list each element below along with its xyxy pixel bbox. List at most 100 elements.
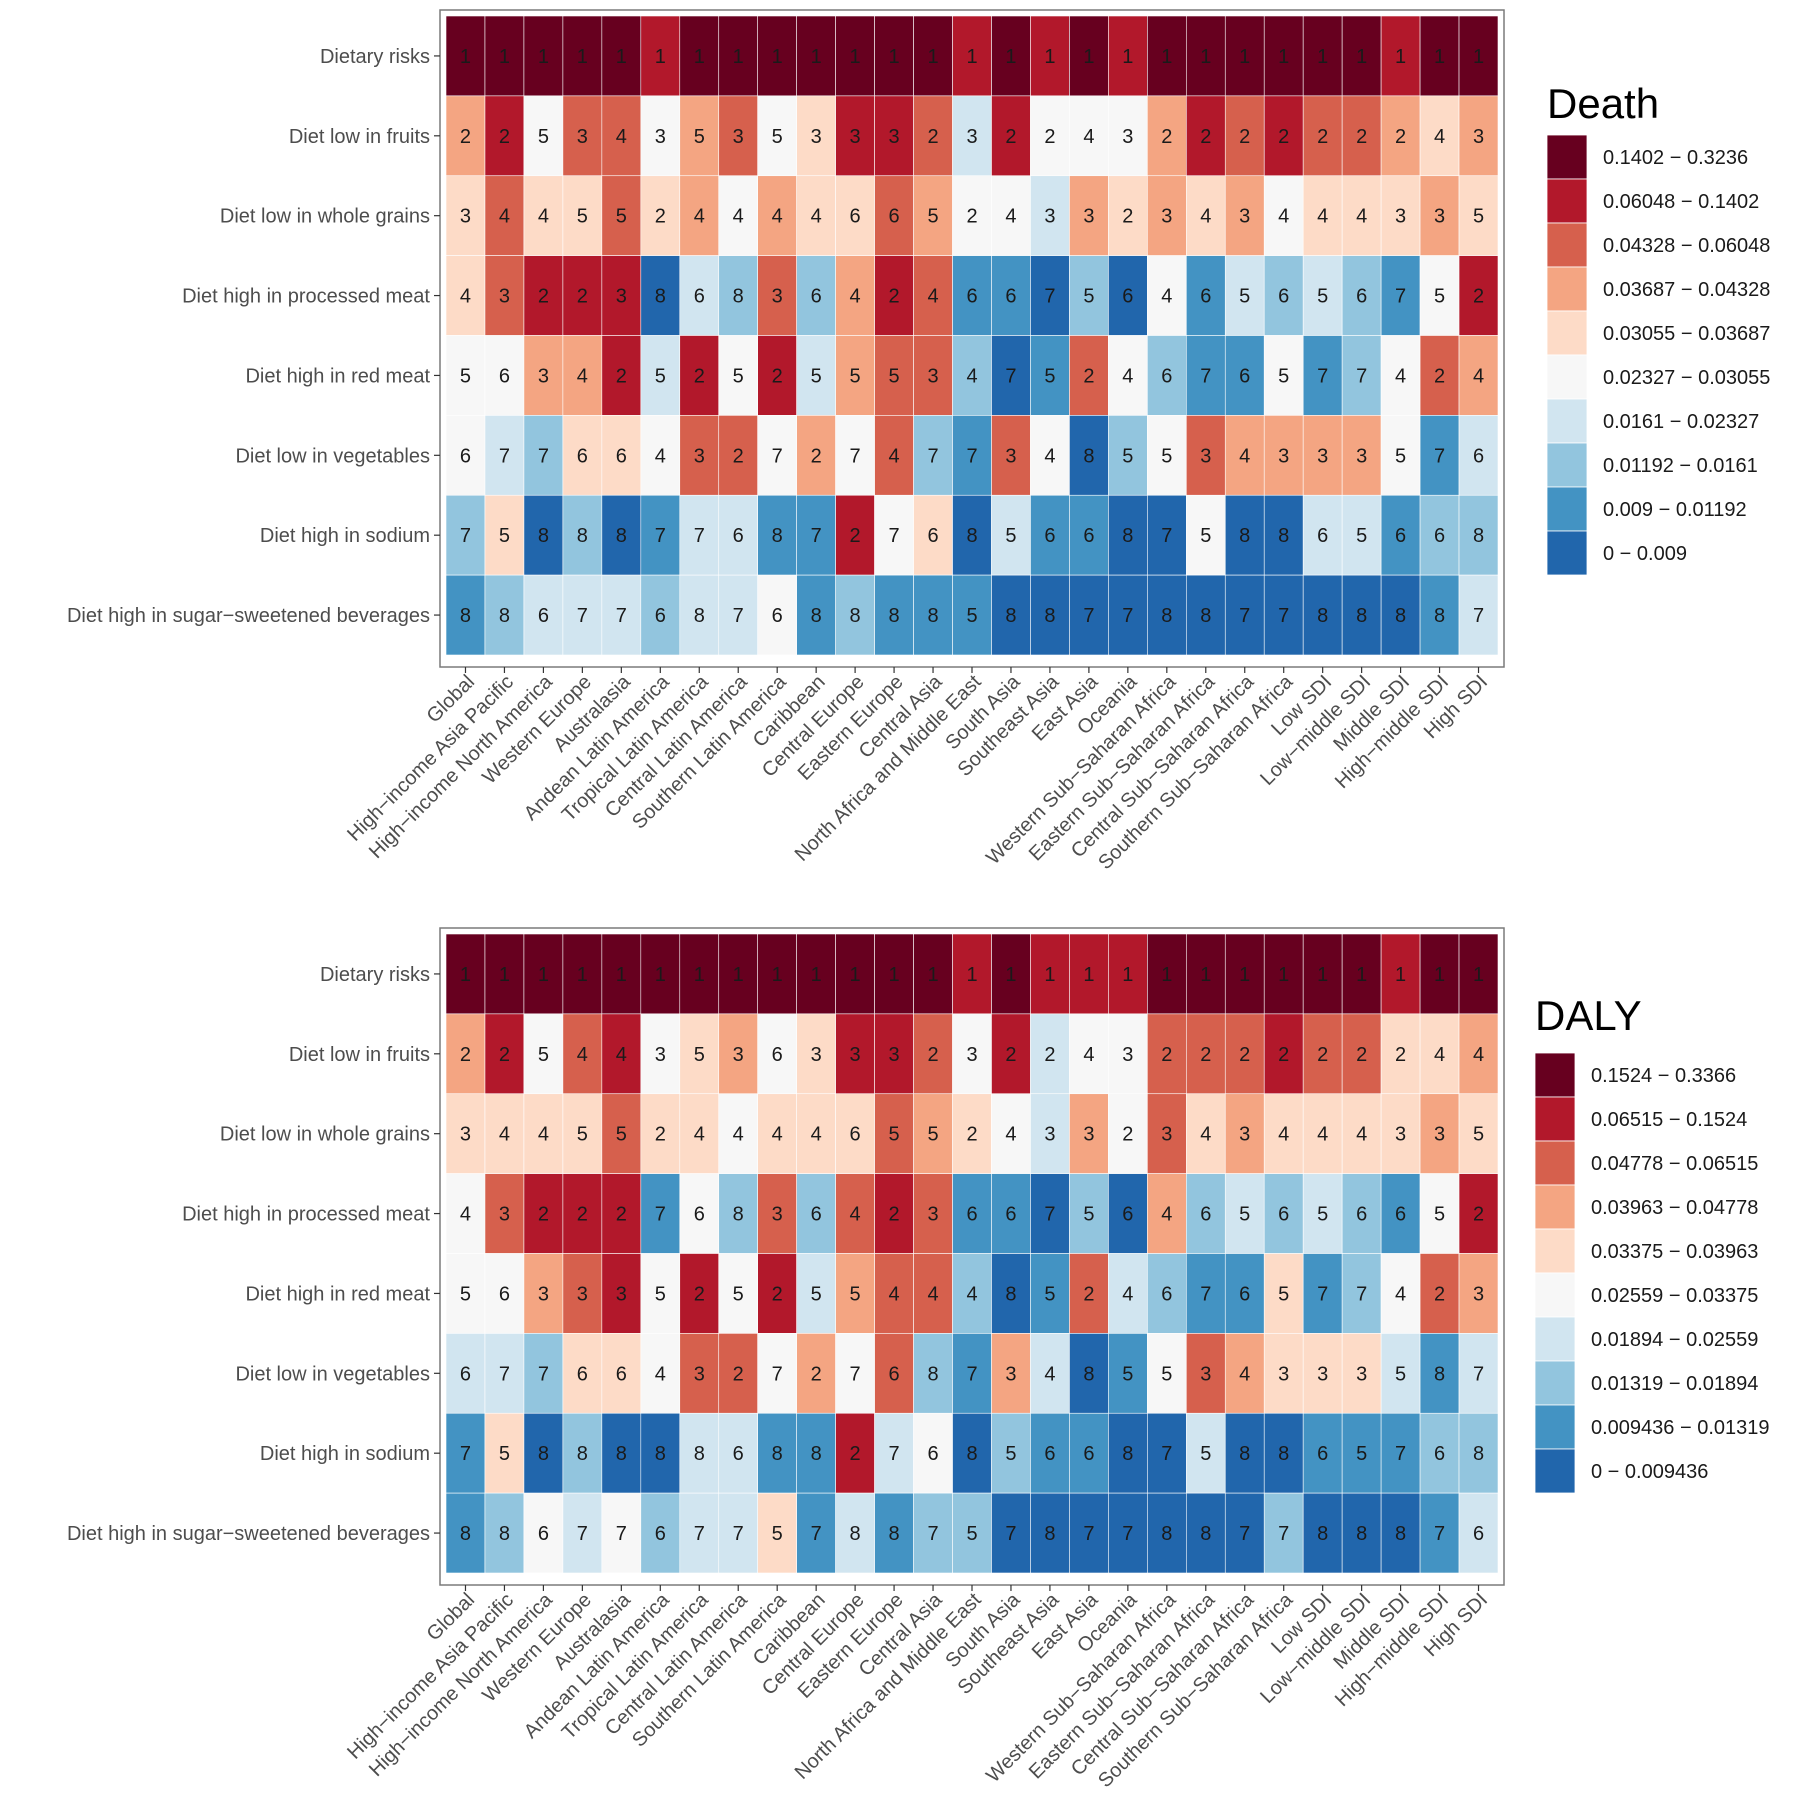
cell-rank-label: 1 [850, 964, 861, 986]
cell-rank-label: 3 [1122, 1044, 1133, 1066]
cell-rank-label: 1 [1122, 46, 1133, 68]
cell-rank-label: 8 [1161, 1523, 1172, 1545]
cell-rank-label: 6 [538, 1523, 549, 1545]
cell-rank-label: 6 [927, 525, 938, 547]
heatmap-cell [679, 1173, 720, 1254]
cell-rank-label: 2 [1122, 206, 1133, 228]
cell-rank-label: 5 [811, 1283, 822, 1305]
heatmap-cell [913, 1333, 953, 1414]
legend-swatch [1546, 442, 1588, 488]
cell-rank-label: 7 [460, 1443, 471, 1465]
legend-swatch [1534, 1184, 1576, 1230]
cell-rank-label: 2 [1044, 1044, 1055, 1066]
heatmap-cell [1419, 1173, 1460, 1254]
row-label: Dietary risks [320, 964, 430, 986]
cell-rank-label: 6 [1473, 445, 1484, 467]
cell-rank-label: 5 [1161, 1363, 1172, 1385]
legend-label: 0.06048 − 0.1402 [1603, 191, 1759, 213]
cell-rank-label: 8 [1161, 605, 1172, 627]
cell-rank-label: 8 [499, 605, 510, 627]
cell-rank-label: 8 [1356, 1523, 1367, 1545]
cell-rank-label: 2 [811, 445, 822, 467]
cell-rank-label: 4 [1395, 365, 1406, 387]
row-label: Diet high in sodium [260, 1443, 430, 1465]
cell-rank-label: 6 [1434, 525, 1445, 547]
cell-rank-label: 7 [1161, 525, 1172, 547]
cell-rank-label: 3 [1239, 1124, 1250, 1146]
heatmap-cell [562, 255, 603, 336]
heatmap-cell [991, 15, 1031, 97]
cell-rank-label: 5 [1434, 286, 1445, 308]
cell-rank-label: 1 [538, 46, 549, 68]
cell-rank-label: 7 [1278, 1523, 1289, 1545]
cell-rank-label: 1 [1278, 46, 1289, 68]
heatmap-cell [1419, 494, 1460, 576]
heatmap-cell [562, 175, 603, 256]
heatmap-cell [1108, 494, 1148, 576]
cell-rank-label: 5 [1278, 1283, 1289, 1305]
heatmap-cell [1030, 1412, 1070, 1494]
heatmap-cell [796, 1093, 836, 1174]
cell-rank-label: 3 [577, 126, 588, 148]
cell-rank-label: 3 [966, 126, 977, 148]
cell-rank-label: 7 [1200, 365, 1211, 387]
cell-rank-label: 6 [538, 605, 549, 627]
cell-rank-label: 6 [694, 286, 705, 308]
cell-rank-label: 3 [850, 126, 861, 148]
cell-rank-label: 4 [927, 286, 938, 308]
cell-rank-label: 7 [499, 1363, 510, 1385]
legend-swatch [1546, 398, 1588, 444]
cell-rank-label: 6 [616, 445, 627, 467]
cell-rank-label: 5 [966, 605, 977, 627]
heatmap-cell [601, 574, 642, 656]
cell-rank-label: 3 [811, 126, 822, 148]
heatmap-cell [640, 1412, 681, 1494]
cell-rank-label: 2 [1005, 126, 1016, 148]
cell-rank-label: 5 [889, 365, 900, 387]
heatmap-cell [952, 15, 992, 97]
heatmap-cell [1341, 255, 1382, 336]
heatmap-cell [601, 1492, 642, 1574]
cell-rank-label: 8 [1317, 605, 1328, 627]
heatmap-cell [1147, 95, 1187, 177]
cell-rank-label: 8 [460, 1523, 471, 1545]
cell-rank-label: 8 [538, 525, 549, 547]
cell-rank-label: 7 [499, 445, 510, 467]
cell-rank-label: 1 [655, 46, 666, 68]
heatmap-cell [874, 1412, 914, 1494]
heatmap-cell [718, 1013, 759, 1095]
heatmap-cell [1185, 933, 1226, 1015]
row-label: Diet low in vegetables [235, 1363, 430, 1385]
cell-rank-label: 2 [499, 1044, 510, 1066]
cell-rank-label: 5 [811, 365, 822, 387]
heatmap-cell [484, 1013, 525, 1095]
cell-rank-label: 6 [1317, 1443, 1328, 1465]
cell-rank-label: 8 [733, 1204, 744, 1226]
row-label: Diet low in whole grains [220, 206, 430, 228]
cell-rank-label: 5 [694, 1044, 705, 1066]
heatmap-cell [1341, 175, 1382, 256]
heatmap-cell [484, 15, 525, 97]
heatmap-cell [991, 255, 1031, 336]
cell-rank-label: 1 [1239, 46, 1250, 68]
cell-rank-label: 6 [1278, 1204, 1289, 1226]
heatmap-cell [445, 335, 486, 416]
cell-rank-label: 3 [460, 206, 471, 228]
cell-rank-label: 3 [1317, 445, 1328, 467]
cell-rank-label: 8 [1395, 1523, 1406, 1545]
heatmap-cell [1185, 1492, 1226, 1574]
cell-rank-label: 2 [616, 365, 627, 387]
heatmap-cell [1147, 1173, 1187, 1254]
heatmap-cell [796, 1492, 836, 1574]
cell-rank-label: 8 [694, 605, 705, 627]
heatmap-cell [1341, 494, 1382, 576]
cell-rank-label: 2 [577, 1204, 588, 1226]
cell-rank-label: 7 [538, 445, 549, 467]
heatmap-cell [1380, 1253, 1421, 1334]
heatmap-cell [991, 1013, 1031, 1095]
cell-rank-label: 2 [1278, 1044, 1289, 1066]
cell-rank-label: 7 [1005, 1523, 1016, 1545]
heatmap-cell [1108, 175, 1148, 256]
cell-rank-label: 7 [811, 525, 822, 547]
heatmap-panel-death: 1 1 1 1 1 1 1 1 1 1 1 1 1 1 1 1 1 1 1 1 1 1 1 1 1 1 1 2 2 5 3 4 3 5 3 5 3 3 3 2… [67, 9, 1770, 874]
